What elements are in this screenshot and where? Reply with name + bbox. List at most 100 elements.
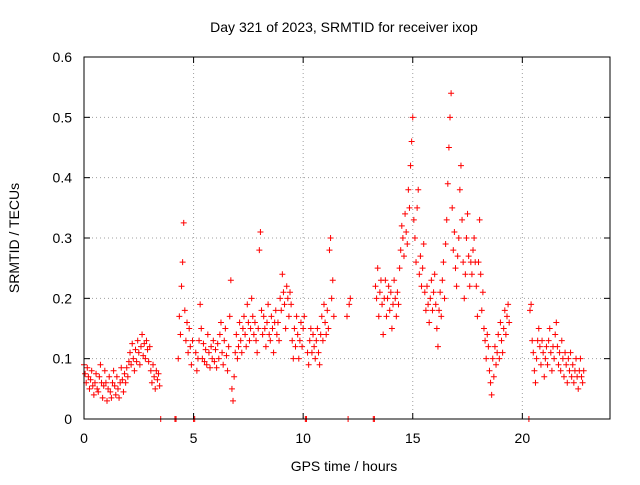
data-point <box>531 367 538 374</box>
data-point <box>202 346 209 353</box>
x-tick-label: 10 <box>295 430 311 446</box>
data-point <box>132 346 139 353</box>
data-point <box>299 343 306 350</box>
data-point <box>187 343 194 350</box>
data-point <box>135 349 142 356</box>
data-point <box>347 295 354 302</box>
data-point <box>155 370 162 377</box>
data-point <box>291 325 298 332</box>
data-point <box>152 385 159 392</box>
data-point <box>284 295 291 302</box>
data-point <box>397 247 404 254</box>
data-point <box>154 376 161 383</box>
y-tick-label: 0.2 <box>53 290 73 306</box>
data-point <box>270 349 277 356</box>
data-point <box>186 325 193 332</box>
data-point <box>409 114 416 121</box>
data-point <box>227 277 234 284</box>
data-point <box>408 138 415 145</box>
data-point <box>102 379 109 386</box>
data-point <box>217 319 224 326</box>
data-point <box>306 337 313 344</box>
data-point <box>198 325 205 332</box>
data-point <box>188 361 195 368</box>
y-tick-label: 0 <box>64 411 72 427</box>
data-point <box>529 337 536 344</box>
data-point <box>487 379 494 386</box>
data-point <box>451 228 458 235</box>
data-point <box>398 222 405 229</box>
data-point <box>427 295 434 302</box>
data-point <box>554 343 561 350</box>
data-point <box>430 289 437 296</box>
data-point <box>494 349 501 356</box>
data-point <box>307 325 314 332</box>
data-point <box>539 337 546 344</box>
data-point <box>122 379 129 386</box>
data-point <box>441 295 448 302</box>
data-point <box>82 370 89 377</box>
data-point <box>410 216 417 223</box>
data-point <box>193 367 200 374</box>
data-point <box>495 331 502 338</box>
data-point <box>179 259 186 266</box>
data-point <box>380 331 387 338</box>
data-point <box>177 331 184 338</box>
data-point <box>419 265 426 272</box>
data-point <box>499 349 506 356</box>
data-point <box>305 361 312 368</box>
data-point <box>476 216 483 223</box>
data-point <box>483 355 490 362</box>
data-point <box>579 379 586 386</box>
data-point <box>104 397 111 404</box>
data-point <box>535 325 542 332</box>
x-tick-label: 20 <box>515 430 531 446</box>
data-point <box>429 307 436 314</box>
data-point <box>327 235 334 241</box>
data-point <box>297 319 304 326</box>
data-point <box>416 271 423 278</box>
data-point <box>106 373 113 380</box>
data-point <box>553 319 560 326</box>
data-point <box>210 337 217 344</box>
data-point <box>459 216 466 223</box>
data-point <box>386 307 393 314</box>
data-point <box>374 265 381 272</box>
data-point <box>242 331 249 338</box>
data-point <box>258 307 265 314</box>
data-point <box>264 319 271 326</box>
data-point <box>407 162 414 169</box>
data-point <box>231 373 238 380</box>
data-point <box>117 379 124 386</box>
data-point <box>406 204 413 211</box>
data-point <box>491 343 498 350</box>
data-point <box>143 337 150 344</box>
data-point <box>207 364 214 371</box>
data-point <box>533 355 540 362</box>
data-point <box>432 301 439 308</box>
data-point <box>560 373 567 380</box>
data-point <box>147 367 154 374</box>
data-point <box>414 204 421 211</box>
data-point <box>484 331 491 338</box>
data-point <box>175 355 182 362</box>
data-point <box>436 307 443 314</box>
data-point <box>267 337 274 344</box>
data-point <box>268 313 275 320</box>
data-point <box>506 319 513 326</box>
data-point <box>255 325 262 332</box>
data-point <box>447 114 454 121</box>
data-point <box>86 385 93 392</box>
data-point <box>480 325 487 332</box>
data-point <box>144 346 151 353</box>
data-point <box>548 367 555 374</box>
data-point <box>85 373 92 380</box>
data-point <box>434 343 441 350</box>
data-point <box>542 355 549 362</box>
data-point <box>276 337 283 344</box>
data-point <box>142 355 149 362</box>
data-point <box>259 331 266 338</box>
data-point <box>230 397 237 404</box>
data-point <box>277 295 284 302</box>
data-point <box>455 235 462 241</box>
